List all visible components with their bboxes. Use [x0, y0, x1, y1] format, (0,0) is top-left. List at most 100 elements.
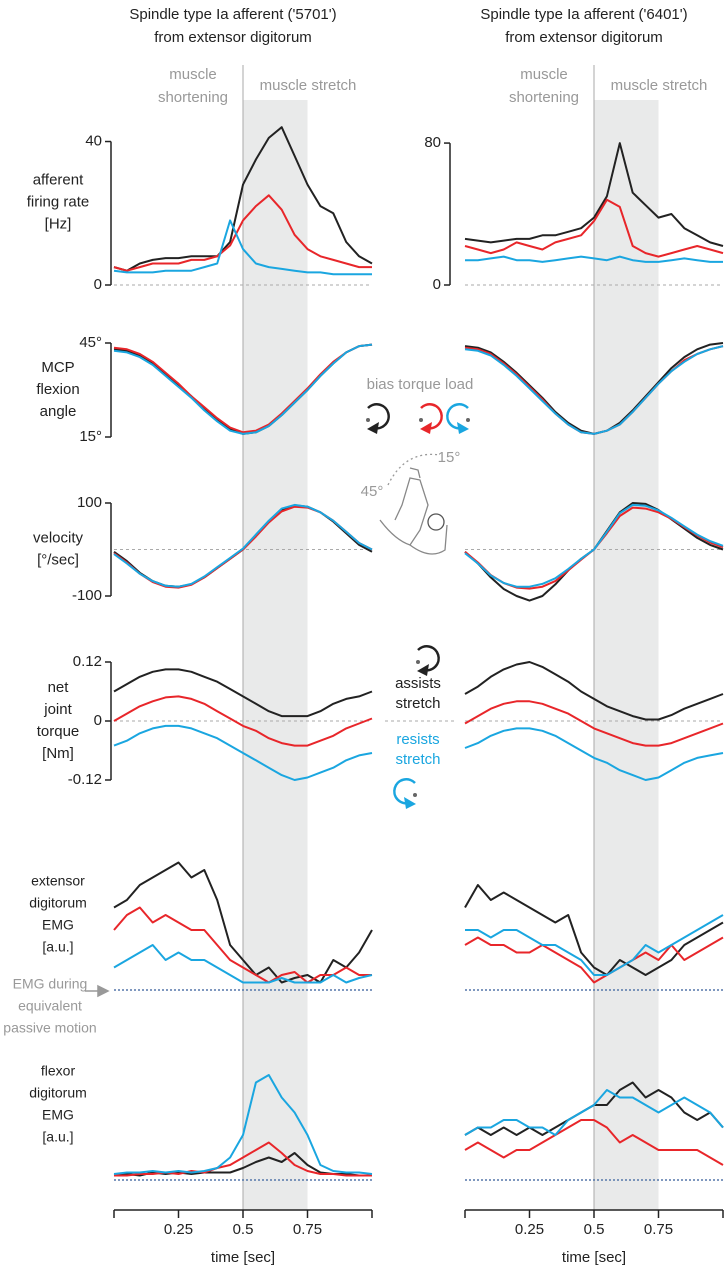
x-tick-label: 0.75	[644, 1221, 673, 1238]
series-line	[113, 1074, 373, 1175]
y-label: digitorum	[29, 895, 87, 911]
y-label: extensor	[31, 873, 85, 889]
torque-icon	[446, 403, 469, 430]
series-line	[464, 142, 724, 247]
x-label: time [sec]	[562, 1249, 626, 1266]
series-line	[464, 1089, 724, 1136]
x-tick-label: 0.25	[515, 1221, 544, 1238]
y-tick-label: 15°	[79, 428, 102, 445]
torque-note: stretch	[395, 695, 440, 712]
series-line	[464, 198, 724, 258]
x-tick-label: 0.25	[164, 1221, 193, 1238]
series-line	[113, 944, 373, 984]
y-tick-label: 100	[77, 494, 102, 511]
series-line	[464, 727, 724, 781]
y-label: digitorum	[29, 1085, 87, 1101]
y-label: net	[48, 679, 70, 696]
torque-note: assists	[395, 675, 441, 692]
series-line	[113, 724, 373, 781]
torque-icon-arrow	[420, 422, 432, 434]
series-line	[113, 668, 373, 718]
torque-note: resists	[396, 731, 439, 748]
y-label: flexion	[36, 381, 79, 398]
phase-label: muscle stretch	[611, 77, 708, 94]
torque-icon-arrow	[404, 797, 416, 809]
series-line	[113, 219, 372, 276]
y-label: firing rate	[27, 193, 90, 210]
y-label: torque	[37, 723, 80, 740]
phase-label: shortening	[509, 89, 579, 106]
torque-icon-dot	[413, 793, 417, 797]
series-line	[113, 503, 373, 588]
y-label: afferent	[33, 171, 84, 188]
x-tick-label: 0.75	[293, 1221, 322, 1238]
series-line	[113, 343, 373, 435]
x-label: time [sec]	[211, 1249, 275, 1266]
emg-note: EMG during	[13, 976, 88, 992]
y-label: angle	[40, 403, 77, 420]
series-line	[113, 194, 372, 272]
stretch-shading	[243, 100, 308, 1210]
torque-icon-arrow	[457, 422, 469, 434]
torque-icon	[417, 645, 440, 672]
y-label: [a.u.]	[42, 939, 73, 955]
y-tick-label: -100	[72, 587, 102, 604]
emg-note: equivalent	[18, 998, 82, 1014]
series-line	[113, 126, 373, 272]
series-line	[113, 343, 373, 434]
series-line	[464, 700, 724, 747]
series-line	[113, 861, 373, 984]
series-line	[464, 936, 724, 984]
y-tick-label: 0	[94, 276, 102, 293]
column-subtitle: from extensor digitorum	[505, 29, 663, 46]
y-tick-label: 0.12	[73, 653, 102, 670]
phase-label: muscle	[520, 66, 568, 83]
phase-label: muscle	[169, 66, 217, 83]
y-label: EMG	[42, 1107, 74, 1123]
emg-note-arrow	[85, 984, 110, 998]
torque-icon-dot	[366, 418, 370, 422]
angle-label: 45°	[361, 483, 384, 500]
series-line	[464, 345, 724, 435]
column-title: Spindle type Ia afferent ('5701')	[129, 6, 336, 23]
y-label: [Hz]	[45, 215, 72, 232]
x-tick-label: 0.5	[233, 1221, 254, 1238]
torque-icon	[367, 403, 390, 430]
emg-note: passive motion	[3, 1020, 96, 1036]
torque-icon	[420, 403, 443, 430]
series-line	[465, 255, 723, 263]
series-line	[464, 884, 724, 976]
y-tick-label: 45°	[79, 334, 102, 351]
y-tick-label: 0	[94, 712, 102, 729]
y-label: MCP	[41, 359, 74, 376]
series-line	[464, 1119, 724, 1166]
series-line	[113, 695, 373, 747]
y-label: [°/sec]	[37, 551, 79, 568]
y-tick-label: 0	[433, 276, 441, 293]
torque-note: stretch	[395, 751, 440, 768]
y-label: flexor	[41, 1063, 76, 1079]
series-line	[465, 914, 724, 976]
y-label: [Nm]	[42, 745, 74, 762]
y-tick-label: 40	[85, 132, 102, 149]
column-title: Spindle type Ia afferent ('6401')	[480, 6, 687, 23]
y-label: joint	[43, 701, 72, 718]
torque-icon-dot	[466, 418, 470, 422]
series-line	[114, 1141, 372, 1177]
torque-icon	[393, 778, 416, 805]
torque-icon-dot	[416, 660, 420, 664]
torque-icon-dot	[419, 418, 423, 422]
angle-label: 15°	[438, 449, 461, 466]
y-label: EMG	[42, 917, 74, 933]
y-label: velocity	[33, 529, 84, 546]
phase-label: shortening	[158, 89, 228, 106]
y-tick-label: 80	[424, 134, 441, 151]
legend-title: bias torque load	[367, 376, 474, 393]
x-tick-label: 0.5	[584, 1221, 605, 1238]
y-label: [a.u.]	[42, 1129, 73, 1145]
hand-schematic	[379, 453, 448, 555]
torque-icon-arrow	[367, 422, 379, 434]
y-tick-label: -0.12	[68, 771, 102, 788]
phase-label: muscle stretch	[260, 77, 357, 94]
